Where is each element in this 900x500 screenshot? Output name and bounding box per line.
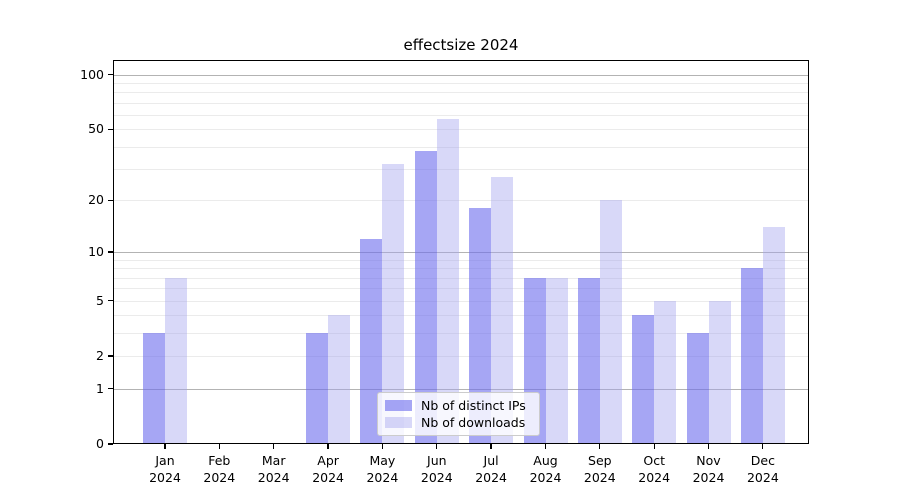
gridline-major [114,74,808,76]
bar-nb-of-distinct-ips-oct [632,315,655,444]
gridline-major [114,388,808,390]
x-tick-label: Oct 2024 [638,453,671,485]
x-tick-label: Jun 2024 [420,453,453,485]
legend-item-distinct-ips: Nb of distinct IPs [385,398,532,413]
bar-nb-of-downloads-jun [436,118,459,444]
x-tick-mark [599,444,601,449]
bar-nb-of-distinct-ips-may [360,238,383,444]
bar-nb-of-distinct-ips-nov [686,333,709,444]
legend-item-downloads: Nb of downloads [385,415,532,430]
x-tick-mark [381,444,384,449]
x-tick-label: Jan 2024 [149,453,181,485]
x-tick-mark [327,444,329,449]
y-tick-label: 20 [88,192,104,208]
x-tick-mark [164,444,166,449]
gridline-minor [114,268,808,270]
x-tick-label: Sep 2024 [583,453,616,485]
bar-nb-of-distinct-ips-dec [740,268,763,444]
y-tick-label: 10 [88,244,104,259]
legend-label-downloads: Nb of downloads [421,415,526,431]
x-tick-mark [490,444,492,449]
x-tick-mark [218,444,221,449]
gridline-minor [114,288,808,290]
gridline-minor [114,315,808,317]
y-tick-mark [108,355,113,357]
y-tick-mark [108,251,113,253]
gridline-minor [114,169,808,170]
x-tick-mark [273,444,275,449]
x-tick-label: Jul 2024 [475,453,507,485]
bar-nb-of-downloads-may [382,164,405,444]
gridline-minor [114,356,808,357]
bar-nb-of-downloads-aug [545,277,568,444]
x-tick-mark [762,444,764,449]
y-tick-mark [108,73,113,76]
bar-nb-of-downloads-sep [599,200,622,444]
y-tick-label: 5 [96,292,104,308]
y-tick-label: 50 [88,121,104,137]
y-tick-label: 0 [96,436,104,451]
gridline-minor [114,129,808,131]
y-tick-label: 100 [80,66,104,82]
x-tick-mark [436,444,438,449]
gridline-minor [114,92,808,94]
bar-nb-of-downloads-dec [762,227,785,444]
legend-label-distinct-ips: Nb of distinct IPs [421,397,526,413]
gridline-minor [114,300,808,302]
y-tick-mark [108,199,113,201]
legend: Nb of distinct IPs Nb of downloads [377,392,540,436]
legend-swatch-downloads [385,417,412,429]
gridline-minor [114,333,808,334]
bar-nb-of-distinct-ips-jun [414,150,437,444]
y-tick-mark [108,443,113,445]
bar-nb-of-distinct-ips-jul [469,208,492,444]
y-tick-mark [108,299,113,302]
legend-swatch-distinct-ips [385,399,412,411]
y-tick-mark [108,128,113,130]
bar-nb-of-downloads-jan [165,277,187,444]
x-tick-mark [707,444,710,449]
gridline-minor [114,102,808,104]
chart-title: effectsize 2024 [403,36,519,54]
x-tick-mark [653,444,655,449]
bar-nb-of-distinct-ips-jan [143,333,165,444]
bar-nb-of-downloads-apr [328,315,351,444]
bar-nb-of-distinct-ips-sep [577,277,600,444]
x-tick-label: Apr 2024 [312,453,344,485]
y-tick-label: 1 [96,380,104,396]
x-tick-label: Dec 2024 [746,453,779,485]
x-tick-label: May 2024 [366,453,399,485]
gridline-minor [114,259,808,261]
x-tick-label: Nov 2024 [692,453,725,485]
x-tick-label: Feb 2024 [203,453,236,485]
x-tick-label: Aug 2024 [529,453,562,485]
bar-nb-of-downloads-oct [654,300,677,444]
bar-nb-of-distinct-ips-apr [306,333,329,444]
gridline-minor [114,200,808,202]
bar-nb-of-downloads-nov [708,300,731,444]
gridline-minor [114,114,808,116]
x-tick-mark [544,444,547,449]
y-tick-label: 2 [96,348,104,363]
gridline-minor [114,82,808,84]
plot-border [113,60,809,444]
y-tick-mark [108,387,113,390]
gridline-major [114,252,808,253]
gridline-minor [114,277,808,279]
gridline-minor [114,146,808,148]
x-tick-label: Mar 2024 [257,453,290,485]
bar-nb-of-downloads-jul [491,177,514,444]
